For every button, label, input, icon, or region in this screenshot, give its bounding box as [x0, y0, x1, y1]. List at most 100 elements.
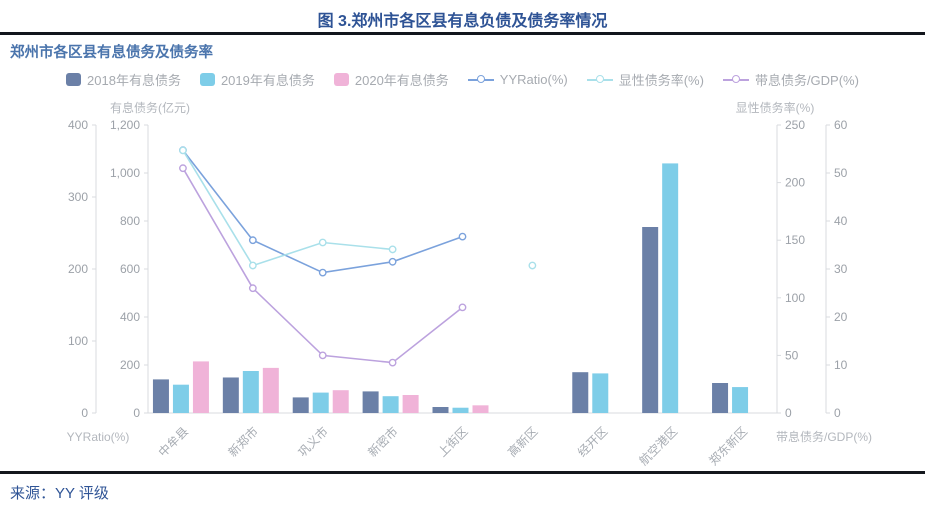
data-point-marker [318, 268, 327, 277]
axis-tick-label: 1,000 [110, 166, 140, 180]
data-point-marker [388, 358, 397, 367]
axis-tick-label: 50 [834, 166, 848, 180]
legend-label: 带息债务/GDP(%) [754, 73, 859, 88]
bar [452, 407, 469, 413]
bar [402, 395, 419, 413]
data-point-marker [528, 261, 537, 270]
axis-tick-label: 0 [81, 406, 88, 420]
legend-swatch-icon [333, 73, 349, 86]
bar [572, 372, 589, 413]
legend-label: 2018年有息债务 [87, 73, 181, 88]
axis-tick-label: 10 [834, 358, 848, 372]
bar-series-2 [192, 361, 489, 413]
legend-line-marker-icon [722, 75, 749, 83]
category-label: 高新区 [504, 424, 540, 460]
bar [192, 361, 209, 413]
axis-tick-label: 250 [785, 118, 805, 132]
axis-tick-label: 100 [785, 291, 805, 305]
legend-circle-icon [731, 75, 740, 83]
axis-tick-label: 0 [785, 406, 792, 420]
legend-line-marker-icon [586, 75, 613, 83]
axis-tick-label: 30 [834, 262, 848, 276]
bar-series-1 [172, 163, 749, 413]
data-point-marker [179, 164, 187, 173]
axis-tick-label: 100 [68, 334, 88, 348]
axis-tick-label: 400 [68, 118, 88, 132]
bar [712, 383, 729, 413]
legend-item-line-2: 带息债务/GDP(%) [722, 70, 859, 89]
combo-chart-canvas: 0100200300400YYRatio(%)02004006008001,00… [67, 100, 872, 469]
legend-item-line-1: 显性债务率(%) [586, 70, 704, 89]
bar [642, 227, 659, 413]
data-point-marker [388, 245, 397, 254]
legend-item-line-0: YYRatio(%) [467, 72, 568, 87]
axis-title-explicit: 显性债务率(%) [736, 100, 815, 115]
legend-item-bar-2: 2020年有息债务 [333, 70, 449, 89]
category-label: 航空港区 [636, 424, 681, 469]
bar [432, 407, 449, 413]
axis-tick-label: 200 [120, 358, 140, 372]
bar [152, 379, 169, 413]
axis-tick-label: 0 [834, 406, 841, 420]
chart-title: 郑州市各区县有息债务及债务率 [10, 45, 213, 61]
legend-label: YYRatio(%) [499, 72, 568, 87]
axis-tick-label: 40 [834, 214, 848, 228]
legend-swatch-icon [66, 73, 82, 86]
category-label: 郑东新区 [706, 424, 751, 469]
bar [332, 390, 349, 413]
bar [242, 371, 259, 413]
source-text: 来源：YY 评级 [10, 485, 109, 502]
axis-tick-label: 300 [68, 190, 88, 204]
bar [312, 392, 329, 413]
data-point-marker [179, 146, 187, 155]
data-point-marker [248, 261, 257, 270]
title-divider [0, 32, 925, 35]
data-point-marker [458, 232, 467, 241]
data-point-marker [248, 236, 257, 245]
line-path [182, 149, 393, 267]
category-label: 新密市 [365, 424, 401, 460]
bar [472, 405, 489, 413]
axis-tick-label: 400 [120, 310, 140, 324]
axis-title-debt: 有息债务(亿元) [110, 100, 190, 115]
bar [262, 367, 279, 413]
bar-series-0 [152, 227, 729, 413]
data-point-marker [388, 257, 397, 266]
axis-tick-label: 50 [785, 348, 799, 362]
axis-tick-label: 1,200 [110, 118, 140, 132]
bar [732, 387, 749, 413]
axis-tick-label: 200 [68, 262, 88, 276]
category-label: 经开区 [575, 424, 610, 459]
axis-tick-label: 60 [834, 118, 848, 132]
legend-label: 2020年有息债务 [354, 73, 449, 88]
axis-tick-label: 150 [785, 233, 805, 247]
legend-item-bar-1: 2019年有息债务 [199, 70, 315, 89]
bar [662, 163, 679, 413]
category-label: 巩义市 [295, 424, 331, 460]
axis-gdp: 0 10 20 30 40 50 60 带息债务/GDP(%) [776, 118, 872, 444]
chart-legend: 2018年有息债务 2019年有息债务 2020年有息债务 YYRatio(%) 显性债… [0, 70, 925, 89]
line-series-0 [179, 146, 467, 277]
data-point-marker [248, 284, 257, 293]
bar [592, 373, 609, 413]
category-label: 上街区 [435, 424, 470, 459]
axis-tick-label: 200 [785, 176, 805, 190]
axis-debt: 0 200 400 600 800 1,000 1,200 有息债务(亿元) [110, 100, 190, 420]
legend-label: 2019年有息债务 [220, 73, 315, 88]
axis-tick-label: 800 [120, 214, 140, 228]
source-divider [0, 471, 925, 474]
axis-explicit: 0 50 100 150 200 250 显性债务率(%) [736, 100, 815, 420]
axis-title-gdp: 带息债务/GDP(%) [776, 429, 872, 444]
legend-label: 显性债务率(%) [618, 73, 704, 88]
axis-title-yyratio: YYRatio(%) [67, 430, 130, 444]
data-point-marker [458, 303, 467, 312]
data-point-marker [318, 238, 327, 247]
category-label: 新郑市 [225, 424, 261, 460]
line-series-1 [179, 146, 537, 270]
axis-tick-label: 0 [133, 406, 140, 420]
bar [362, 391, 379, 413]
data-point-marker [318, 351, 327, 360]
legend-item-bar-0: 2018年有息债务 [66, 70, 181, 89]
legend-circle-icon [595, 75, 604, 83]
